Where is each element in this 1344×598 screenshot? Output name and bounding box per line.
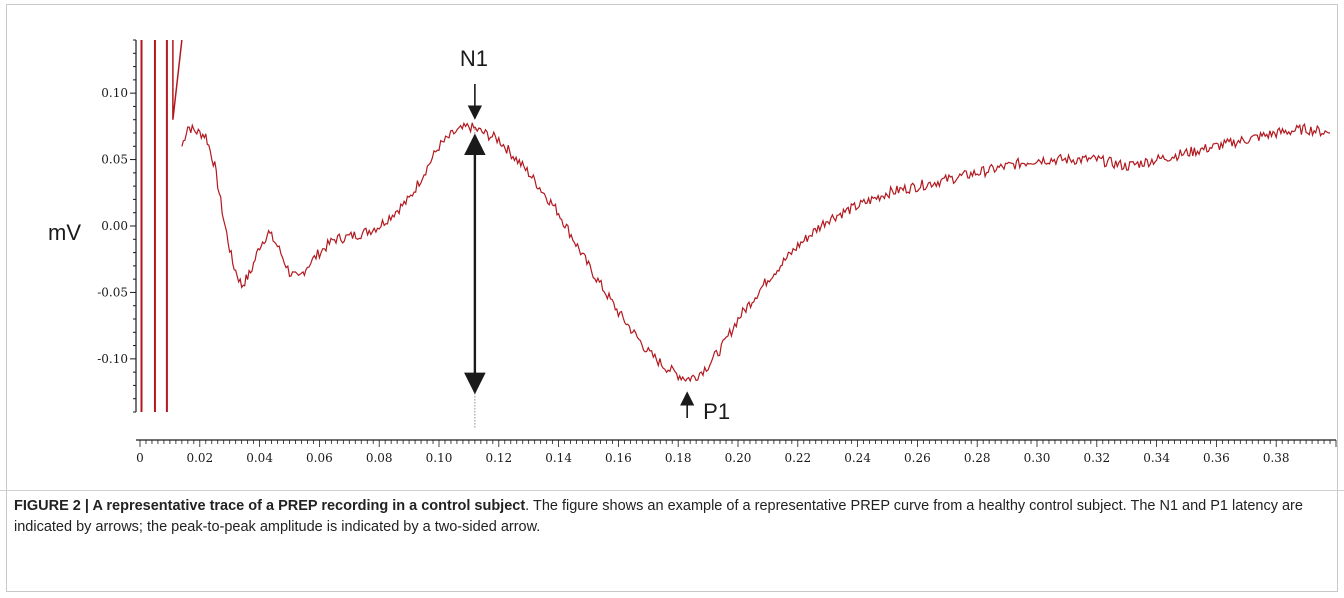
x-tick-label: 0.22 [784, 451, 811, 465]
caption-title: FIGURE 2 | A representative trace of a P… [14, 498, 526, 514]
x-tick-label: 0.12 [485, 451, 512, 465]
y-tick-label: 0.05 [101, 153, 128, 167]
stimulus-artifact-lines [140, 40, 183, 412]
y-tick-label: -0.10 [97, 352, 128, 366]
x-tick-label: 0.16 [605, 451, 632, 465]
x-tick-label: 0.26 [904, 451, 931, 465]
x-tick-label: 0.14 [545, 451, 572, 465]
x-tick-label: 0.02 [186, 451, 213, 465]
p1-label: P1 [703, 399, 730, 424]
x-tick-label: 0.28 [964, 451, 991, 465]
prep-trace-line [181, 121, 1331, 383]
y-axis: 0.10 0.05 0.00 -0.05 -0.10 [97, 39, 137, 413]
x-tick-label: 0 [136, 451, 144, 465]
x-tick-label: 0.10 [426, 451, 453, 465]
x-tick-label: 0.30 [1024, 451, 1051, 465]
artifact-decay [172, 40, 183, 120]
n1-label: N1 [460, 46, 488, 71]
caption-divider [0, 490, 1344, 491]
x-tick-label: 0.18 [665, 451, 692, 465]
x-tick-label: 0.06 [306, 451, 333, 465]
x-tick-label: 0.38 [1263, 451, 1290, 465]
x-tick-label: 0.24 [844, 451, 871, 465]
x-axis-title: sec [691, 484, 725, 490]
x-tick-label: 0.34 [1143, 451, 1170, 465]
figure-frame [6, 4, 1338, 592]
x-tick-label: 0.08 [366, 451, 393, 465]
x-tick-label: 0.04 [246, 451, 273, 465]
prep-trace-chart: 0.10 0.05 0.00 -0.05 -0.10 0 0.02 0.04 0.06 0.08… [48, 39, 1337, 490]
x-tick-label: 0.20 [725, 451, 752, 465]
figure-caption: FIGURE 2 | A representative trace of a P… [14, 496, 1324, 538]
y-tick-label: -0.05 [97, 285, 128, 299]
y-tick-label: 0.10 [101, 86, 128, 100]
y-axis-title: mV [48, 220, 81, 245]
y-tick-label: 0.00 [101, 219, 128, 233]
caption-text: . The figure shows an example of a repre… [14, 498, 1303, 535]
x-tick-label: 0.36 [1203, 451, 1230, 465]
x-tick-label: 0.32 [1083, 451, 1110, 465]
annotations: N1 P1 [460, 46, 730, 428]
x-axis: 0 0.02 0.04 0.06 0.08 0.10 0.12 0.14 0.16 0.18 0.2… [136, 439, 1337, 465]
